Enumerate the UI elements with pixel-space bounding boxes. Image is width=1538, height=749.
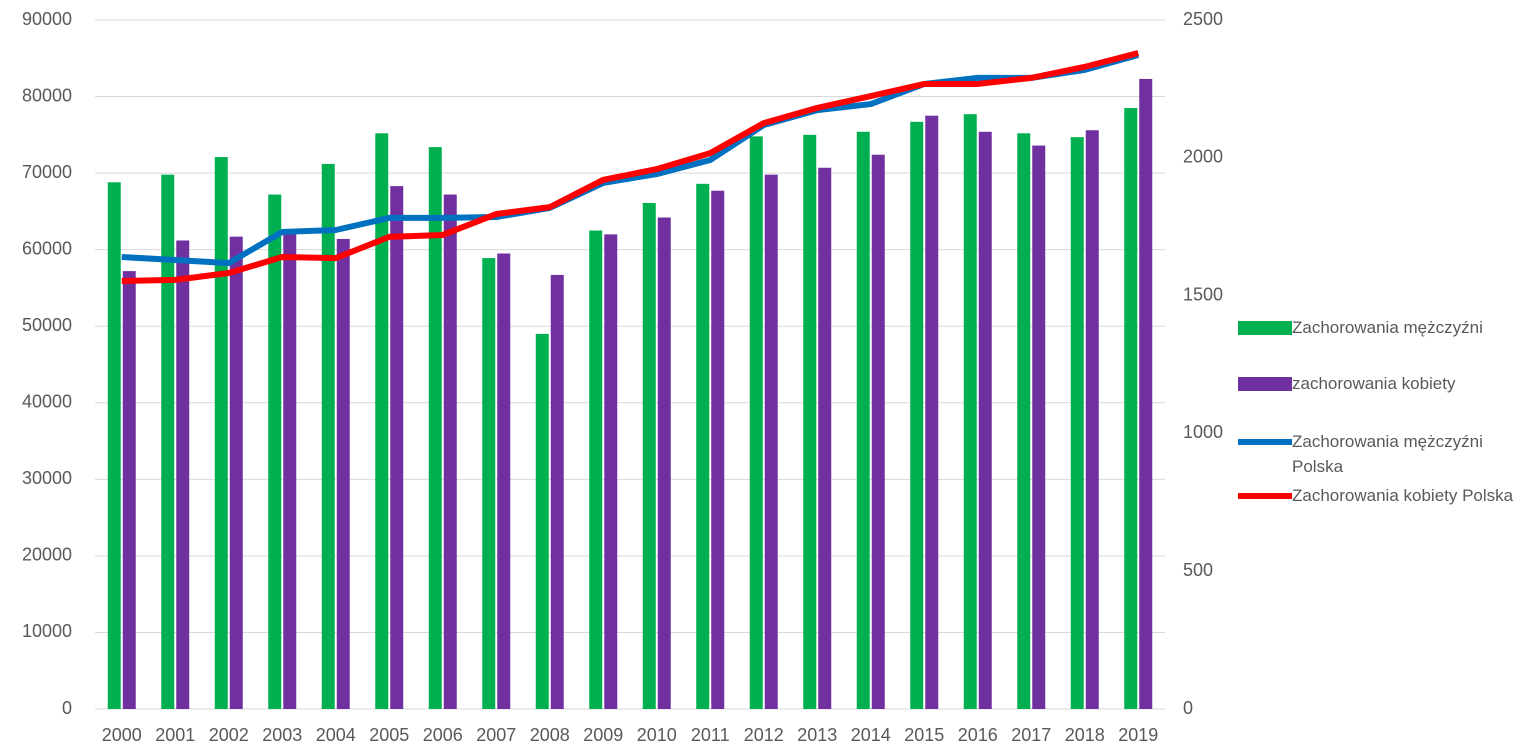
x-tick-label: 2000 [102,725,142,745]
bar [176,240,190,710]
x-tick-label: 2004 [316,725,356,745]
x-tick-label: 2002 [209,725,249,745]
legend-item: Zachorowania mężczyźni [1238,315,1532,340]
bar [1032,145,1046,709]
bar [1124,108,1138,710]
bar [535,333,549,709]
bar [1085,130,1099,710]
y-tick-label: 80000 [22,85,72,105]
bar [818,167,832,710]
legend-swatch [1238,439,1292,445]
x-tick-label: 2006 [423,725,463,745]
y-tick-label: 90000 [22,9,72,29]
y-tick-label: 50000 [22,315,72,335]
line [121,50,1139,284]
y-tick-label: 70000 [22,162,72,182]
bar [871,154,885,709]
bar [390,186,404,709]
x-tick-label: 2013 [797,725,837,745]
legend-label: zachorowania kobiety [1292,374,1456,393]
line [121,52,1140,267]
bar [764,174,778,710]
bar [214,157,228,710]
x-tick-label: 2019 [1118,725,1158,745]
x-tick-label: 2016 [958,725,998,745]
bar [696,183,710,710]
bar [283,234,297,709]
legend-label: Zachorowania mężczyźni [1292,318,1483,337]
bar [268,194,282,710]
legend-swatch [1238,493,1292,499]
x-tick-label: 2012 [744,725,784,745]
bar [321,163,335,709]
bar [229,236,243,709]
bar [803,134,817,710]
bar [711,190,725,710]
x-tick-label: 2015 [904,725,944,745]
x-tick-label: 2003 [262,725,302,745]
bar [604,234,618,709]
y2-tick-label: 0 [1183,698,1193,718]
bar [657,217,671,709]
bar [963,114,977,709]
bar [336,238,350,709]
x-tick-label: 2005 [369,725,409,745]
legend-swatch [1238,321,1292,335]
bar [497,253,511,709]
x-tick-label: 2011 [691,725,730,745]
legend-item: Zachorowania kobiety Polska [1238,483,1532,508]
legend-swatch [1238,377,1292,391]
bar [856,131,870,709]
bar [910,121,924,709]
x-tick-label: 2009 [583,725,623,745]
y-tick-label: 30000 [22,468,72,488]
y2-tick-label: 1000 [1183,422,1223,442]
y2-tick-label: 500 [1183,560,1213,580]
bar [161,174,175,710]
x-tick-label: 2007 [476,725,516,745]
y2-tick-label: 2500 [1183,9,1223,29]
legend-item: zachorowania kobiety [1238,371,1532,396]
bar [550,274,564,709]
x-tick-label: 2014 [851,725,891,745]
x-tick-label: 2008 [530,725,570,745]
bar [925,115,939,709]
legend-label: Zachorowania mężczyźni Polska [1292,432,1483,476]
legend-item: Zachorowania mężczyźni Polska [1238,429,1532,479]
bar [1070,137,1084,709]
y-tick-label: 10000 [22,621,72,641]
bar [107,182,121,709]
bar [428,147,442,710]
bar [1139,78,1153,710]
y-tick-label: 20000 [22,545,72,565]
x-tick-label: 2010 [637,725,677,745]
legend-label: Zachorowania kobiety Polska [1292,486,1514,505]
bar [978,131,992,709]
bar [122,271,136,709]
x-tick-label: 2017 [1011,725,1051,745]
x-tick-label: 2001 [155,725,195,745]
y2-tick-label: 1500 [1183,284,1223,304]
x-tick-label: 2018 [1065,725,1105,745]
y-tick-label: 0 [62,698,72,718]
bar [749,136,763,709]
bar [1017,133,1031,709]
bar [642,202,656,709]
y-tick-label: 60000 [22,238,72,258]
y2-tick-label: 2000 [1183,147,1223,167]
bar [482,258,496,709]
bar [589,230,603,709]
y-tick-label: 40000 [22,392,72,412]
bar [443,194,457,710]
bar [375,133,389,709]
